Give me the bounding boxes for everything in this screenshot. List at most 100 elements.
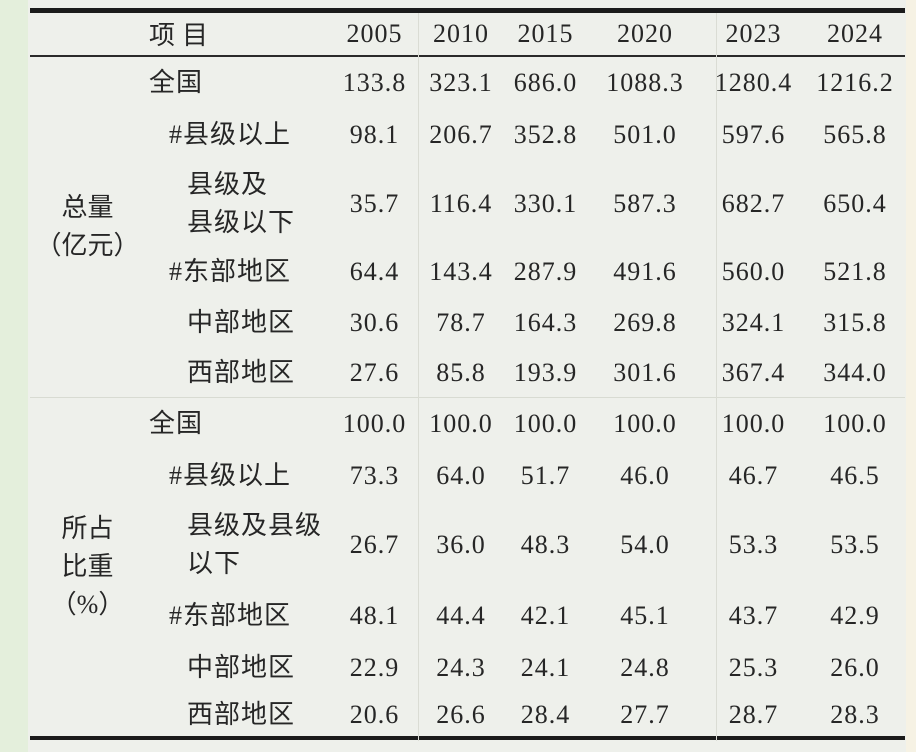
- value-cell: 330.1: [513, 189, 578, 218]
- value-cell: 344.0: [823, 358, 887, 388]
- value-cell: 301.6: [613, 358, 677, 388]
- column-header-year: 2023: [725, 18, 782, 48]
- row-label: #县级以上: [169, 119, 292, 149]
- value-cell: 26.0: [830, 653, 880, 682]
- value-cell: 565.8: [823, 119, 887, 149]
- value-cell: 26.6: [436, 699, 486, 729]
- row-label: 全国: [149, 409, 204, 439]
- row-label: 西部地区: [187, 699, 296, 729]
- value-cell: 64.0: [436, 460, 486, 490]
- row-label: 县级及县级 以下: [187, 511, 323, 578]
- table-row: #县级以上 98.1 206.7 352.8 501.0 597.6 565.8: [30, 109, 905, 161]
- value-cell: 36.0: [436, 530, 486, 559]
- row-label: 中部地区: [187, 653, 296, 683]
- faint-column-separator: [716, 13, 717, 741]
- group-label-total-amount: 总量 （亿元）: [35, 193, 140, 260]
- value-cell: 193.9: [513, 358, 578, 388]
- table-row: 中部地区 30.6 78.7 164.3 269.8 324.1 315.8: [30, 297, 905, 350]
- value-cell: 46.7: [728, 460, 779, 490]
- value-cell: 521.8: [823, 257, 887, 286]
- row-label: 全国: [149, 67, 204, 97]
- value-cell: 100.0: [721, 409, 786, 439]
- value-cell: 116.4: [429, 189, 493, 218]
- value-cell: 35.7: [349, 189, 400, 218]
- header-group-spacer: [30, 11, 145, 56]
- value-cell: 501.0: [613, 119, 677, 149]
- value-cell: 73.3: [349, 460, 400, 490]
- table-row: #东部地区 64.4 143.4 287.9 491.6 560.0 521.8: [30, 248, 905, 297]
- row-label: 县级及 县级以下: [187, 170, 296, 237]
- value-cell: 133.8: [342, 67, 407, 97]
- value-cell: 686.0: [513, 67, 578, 97]
- value-cell: 42.9: [830, 601, 880, 630]
- value-cell: 1216.2: [816, 67, 894, 97]
- value-cell: 491.6: [613, 257, 677, 286]
- value-cell: 24.3: [436, 653, 486, 682]
- value-cell: 28.3: [830, 699, 880, 729]
- value-cell: 45.1: [620, 601, 670, 630]
- column-header-year: 2020: [617, 18, 673, 48]
- value-cell: 367.4: [721, 358, 786, 388]
- value-cell: 48.1: [349, 601, 400, 630]
- value-cell: 164.3: [513, 308, 578, 337]
- value-cell: 42.1: [520, 601, 571, 630]
- statistics-table: 项目 2005 2010 2015 2020 2023 2024 总量 （亿元）…: [30, 8, 905, 740]
- group-label-proportion: 所占 比重 （%）: [50, 514, 125, 619]
- value-cell: 44.4: [436, 601, 486, 630]
- table-row: 所占 比重 （%） 全国 100.0 100.0 100.0 100.0 100…: [30, 397, 905, 619]
- value-cell: 1280.4: [714, 67, 793, 97]
- value-cell: 24.1: [520, 653, 571, 682]
- column-header-year: 2015: [517, 18, 574, 48]
- value-cell: 597.6: [721, 119, 786, 149]
- table-row: 西部地区 27.6 85.8 193.9 301.6 367.4 344.0: [30, 350, 905, 398]
- value-cell: 324.1: [721, 308, 786, 337]
- value-cell: 43.7: [728, 601, 779, 630]
- table-row: #东部地区 48.1 44.4 42.1 45.1 43.7 42.9: [30, 590, 905, 643]
- faint-column-separator: [418, 13, 419, 741]
- value-cell: 352.8: [513, 119, 578, 149]
- value-cell: 650.4: [823, 189, 887, 218]
- value-cell: 78.7: [436, 308, 486, 337]
- value-cell: 48.3: [520, 530, 571, 559]
- column-header-year: 2010: [433, 18, 489, 48]
- value-cell: 26.7: [349, 530, 400, 559]
- value-cell: 20.6: [349, 699, 400, 729]
- value-cell: 1088.3: [606, 67, 684, 97]
- value-cell: 46.5: [830, 460, 880, 490]
- column-header-year: 2024: [827, 18, 883, 48]
- value-cell: 98.1: [349, 119, 400, 149]
- row-label: 中部地区: [187, 308, 296, 338]
- value-cell: 27.6: [349, 358, 400, 388]
- page-margin-left: [0, 0, 28, 752]
- value-cell: 100.0: [613, 409, 677, 439]
- value-cell: 27.7: [620, 699, 670, 729]
- value-cell: 587.3: [613, 189, 677, 218]
- value-cell: 24.8: [620, 653, 670, 682]
- value-cell: 25.3: [728, 653, 779, 682]
- value-cell: 560.0: [721, 257, 786, 286]
- table-row: 中部地区 22.9 24.3 24.1 24.8 25.3 26.0: [30, 643, 905, 694]
- column-header-item: 项目: [149, 21, 216, 51]
- table-row: #县级以上 73.3 64.0 51.7 46.0 46.7 46.5: [30, 451, 905, 501]
- value-cell: 54.0: [620, 530, 670, 559]
- page-margin-right: [906, 0, 916, 752]
- table-row: 西部地区 20.6 26.6 28.4 27.7 28.7 28.3: [30, 694, 905, 738]
- value-cell: 323.1: [429, 67, 493, 97]
- value-cell: 53.5: [830, 530, 880, 559]
- value-cell: 269.8: [613, 308, 677, 337]
- value-cell: 100.0: [342, 409, 407, 439]
- table-row: 总量 （亿元） 全国 133.8 323.1 686.0 1088.3 1280…: [30, 56, 905, 260]
- value-cell: 100.0: [429, 409, 493, 439]
- table-row: 县级及县级 以下 26.7 36.0 48.3 54.0 53.3 53.5: [30, 501, 905, 590]
- value-cell: 100.0: [513, 409, 578, 439]
- value-cell: 85.8: [436, 358, 486, 388]
- value-cell: 28.7: [728, 699, 779, 729]
- value-cell: 22.9: [349, 653, 400, 682]
- value-cell: 206.7: [429, 119, 493, 149]
- value-cell: 28.4: [520, 699, 571, 729]
- value-cell: 315.8: [823, 308, 887, 337]
- column-header-year: 2005: [346, 18, 403, 48]
- value-cell: 30.6: [349, 308, 400, 337]
- table-row: 县级及 县级以下 35.7 116.4 330.1 587.3 682.7 65…: [30, 161, 905, 248]
- value-cell: 682.7: [721, 189, 786, 218]
